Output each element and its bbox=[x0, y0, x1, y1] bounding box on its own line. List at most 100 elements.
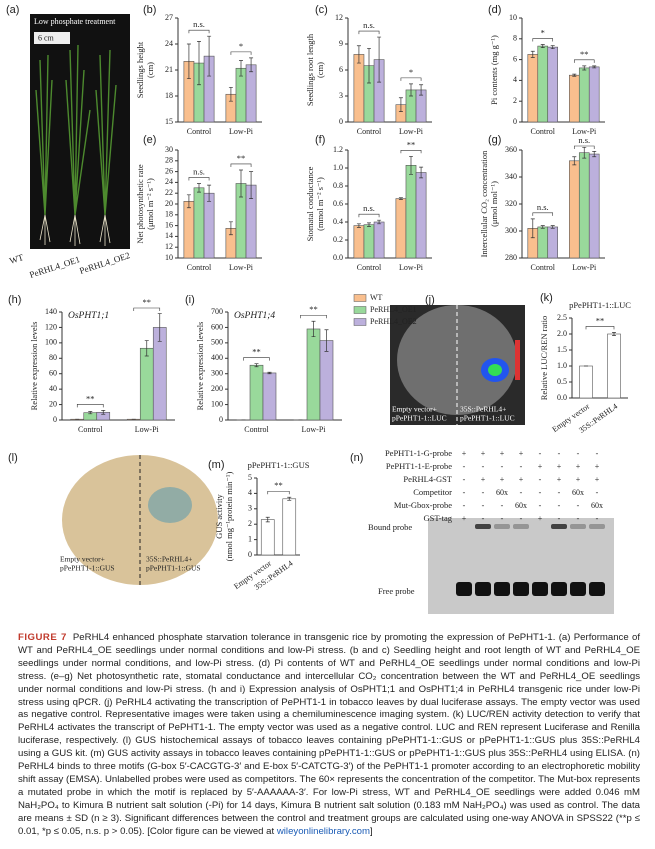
significance-bracket bbox=[267, 490, 290, 495]
y-tick-label: 2 bbox=[248, 519, 252, 528]
y-tick-label: 320 bbox=[505, 199, 517, 208]
error-bar bbox=[592, 65, 597, 69]
lane-cell: + bbox=[538, 514, 543, 523]
lane-cell: + bbox=[500, 449, 505, 458]
bar bbox=[547, 46, 558, 123]
x-tick-label: Low-Pi bbox=[135, 425, 160, 434]
y-tick-label: 12 bbox=[165, 242, 173, 251]
scale-text: 6 cm bbox=[38, 33, 55, 42]
lane-cell: 60x bbox=[591, 501, 603, 510]
link[interactable]: wileyonlinelibrary.com bbox=[276, 825, 371, 837]
free-band bbox=[551, 582, 567, 596]
error-bar bbox=[239, 169, 243, 198]
panel-label: (k) bbox=[540, 292, 553, 304]
band-label: Bound probe bbox=[368, 522, 412, 532]
leaf bbox=[397, 305, 517, 415]
lane-cell: - bbox=[558, 501, 561, 510]
error-bar bbox=[265, 516, 270, 523]
error-bar bbox=[550, 45, 555, 50]
significance: n.s. bbox=[578, 135, 590, 145]
lane-cell: + bbox=[595, 462, 600, 471]
significance-bracket bbox=[243, 357, 270, 361]
significance: ** bbox=[143, 297, 152, 307]
lane-cell: - bbox=[463, 501, 466, 510]
roots bbox=[39, 214, 111, 246]
bar bbox=[306, 328, 321, 421]
chart-title: pPePHT1-1::LUC bbox=[569, 300, 631, 310]
y-axis-label: GUS activity bbox=[214, 493, 224, 538]
caption-end: ] bbox=[370, 825, 373, 837]
plant-label: WT bbox=[8, 252, 25, 266]
y-axis-label: Seedlings height bbox=[135, 41, 145, 98]
y-tick-label: 0.8 bbox=[333, 181, 343, 190]
bar bbox=[415, 172, 427, 259]
x-tick-label: Control bbox=[531, 127, 556, 136]
bar bbox=[245, 64, 257, 123]
bound-band bbox=[570, 524, 586, 529]
y-axis-label: (mmol m⁻² s⁻¹) bbox=[315, 177, 325, 231]
x-tick-label: Control bbox=[187, 263, 212, 272]
bar bbox=[353, 54, 365, 123]
panel-label: (l) bbox=[8, 452, 18, 464]
lane-cell: + bbox=[538, 462, 543, 471]
figure: (a) Low phosphate treatment 6 cm WT PeRH… bbox=[6, 4, 631, 614]
y-tick-label: 100 bbox=[45, 338, 57, 347]
lane-cell: - bbox=[482, 462, 485, 471]
legend-swatch bbox=[353, 306, 367, 314]
error-bar bbox=[540, 225, 545, 229]
significance-bracket bbox=[532, 212, 554, 216]
y-axis-label: (cm) bbox=[145, 62, 155, 78]
x-tick-label: Low-Pi bbox=[229, 127, 254, 136]
y-tick-label: 100 bbox=[211, 399, 223, 408]
bar bbox=[607, 333, 621, 399]
plants bbox=[35, 44, 117, 216]
y-axis-label: (μmol m⁻² s⁻¹) bbox=[145, 178, 155, 230]
row-label: Competitor bbox=[413, 487, 452, 497]
lane-cell: - bbox=[520, 488, 523, 497]
bar bbox=[139, 347, 154, 421]
gel bbox=[428, 518, 614, 614]
y-tick-label: 2.5 bbox=[557, 313, 567, 322]
error-bar bbox=[249, 57, 254, 73]
error-bar bbox=[409, 83, 413, 97]
y-axis-label: Pi contents (mg g⁻¹) bbox=[489, 35, 499, 105]
significance-bracket bbox=[358, 30, 380, 35]
y-tick-label: 1.5 bbox=[557, 345, 567, 354]
plant-label: PeRHL4_OE2 bbox=[78, 250, 131, 276]
photo-label: 35S::PeRHL4+ bbox=[460, 405, 506, 414]
photo-title: Low phosphate treatment bbox=[34, 17, 116, 26]
y-tick-label: 10 bbox=[509, 13, 517, 22]
significance-bracket bbox=[400, 77, 422, 81]
bound-band bbox=[494, 524, 510, 529]
error-bar bbox=[101, 410, 106, 415]
significance: n.s. bbox=[193, 19, 205, 29]
y-tick-label: 0.0 bbox=[333, 253, 343, 262]
y-tick-label: 80 bbox=[49, 353, 57, 362]
legend-label: PeRHL4_OE2 bbox=[370, 317, 417, 326]
error-bar bbox=[254, 363, 259, 368]
caption: FIGURE 7 PeRHL4 enhanced phosphate starva… bbox=[18, 632, 640, 839]
lane-cell: - bbox=[520, 514, 523, 523]
x-tick-label: Low-Pi bbox=[572, 263, 597, 272]
y-tick-label: 22 bbox=[165, 188, 173, 197]
y-axis-label: Net photosynthetic rate bbox=[135, 164, 145, 244]
lane-cell: + bbox=[462, 449, 467, 458]
y-tick-label: 27 bbox=[165, 13, 173, 22]
significance: n.s. bbox=[363, 20, 375, 30]
panel-label: (i) bbox=[185, 294, 195, 306]
error-bar bbox=[572, 73, 577, 77]
lane-cell: - bbox=[520, 462, 523, 471]
error-bar bbox=[592, 151, 597, 158]
y-tick-label: 24 bbox=[165, 39, 173, 48]
legend-label: PeRHL4_OE1 bbox=[370, 305, 417, 314]
y-axis-label: Intercellular CO₂ concentration bbox=[479, 150, 489, 258]
row-label: PeRHL4-GST bbox=[403, 474, 452, 484]
significance: * bbox=[541, 27, 545, 37]
y-axis-label: Seedlings root length bbox=[305, 33, 315, 106]
photo-label: Empty vector+ bbox=[60, 555, 105, 564]
figure-label: FIGURE 7 bbox=[18, 632, 67, 643]
plant-label: PeRHL4_OE1 bbox=[28, 254, 81, 280]
x-tick-label: Control bbox=[244, 425, 269, 434]
y-axis-label: Relative expression levels bbox=[29, 322, 39, 411]
lane-cell: - bbox=[539, 475, 542, 484]
